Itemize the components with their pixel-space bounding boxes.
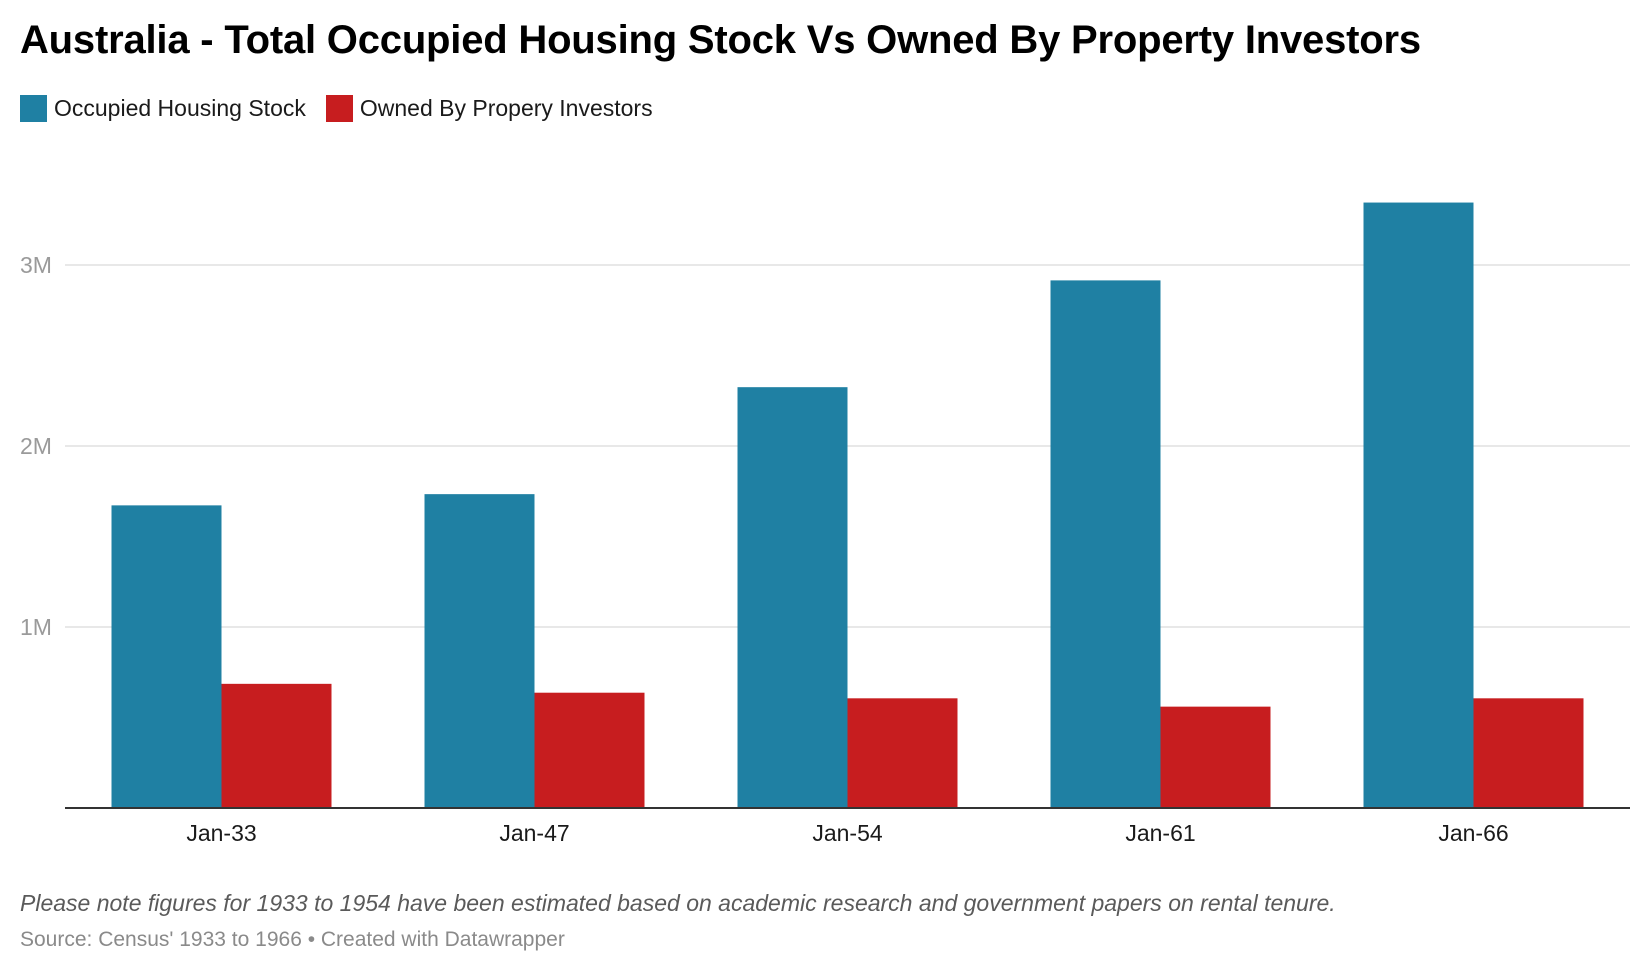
y-tick-label: 2M: [20, 433, 52, 459]
source-line: Source: Census' 1933 to 1966 • Created w…: [20, 928, 565, 951]
y-tick-label: 1M: [20, 614, 52, 640]
bar-investors: [534, 692, 645, 808]
bar-occupied: [111, 505, 222, 808]
bar-occupied: [737, 387, 848, 808]
bar-occupied: [1363, 202, 1474, 808]
x-tick-label: Jan-61: [1125, 820, 1195, 846]
bar-investors: [847, 698, 958, 808]
x-tick-label: Jan-33: [186, 820, 256, 846]
chart-title: Australia - Total Occupied Housing Stock…: [20, 18, 1421, 62]
x-tick-label: Jan-54: [812, 820, 883, 846]
legend: Occupied Housing Stock Owned By Propery …: [20, 95, 673, 122]
bar-occupied: [424, 494, 535, 808]
legend-item-investors: Owned By Propery Investors: [325, 95, 653, 122]
bar-occupied: [1050, 280, 1161, 808]
legend-item-occupied: Occupied Housing Stock: [20, 95, 306, 122]
legend-label-investors: Owned By Propery Investors: [359, 95, 653, 121]
bar-investors: [1160, 706, 1271, 808]
legend-swatch-occupied: [20, 95, 47, 122]
x-tick-label: Jan-47: [499, 820, 569, 846]
footnote: Please note figures for 1933 to 1954 hav…: [20, 890, 1336, 916]
bar-investors: [1473, 698, 1584, 808]
x-tick-label: Jan-66: [1438, 820, 1508, 846]
bar-chart: 1M 2M 3M Jan-33 Jan-47 Jan-54 Jan-61 Jan-66: [20, 202, 1630, 846]
bar-investors: [221, 683, 332, 808]
legend-swatch-investors: [325, 95, 353, 122]
legend-label-occupied: Occupied Housing Stock: [54, 95, 306, 121]
y-tick-label: 3M: [20, 252, 52, 278]
